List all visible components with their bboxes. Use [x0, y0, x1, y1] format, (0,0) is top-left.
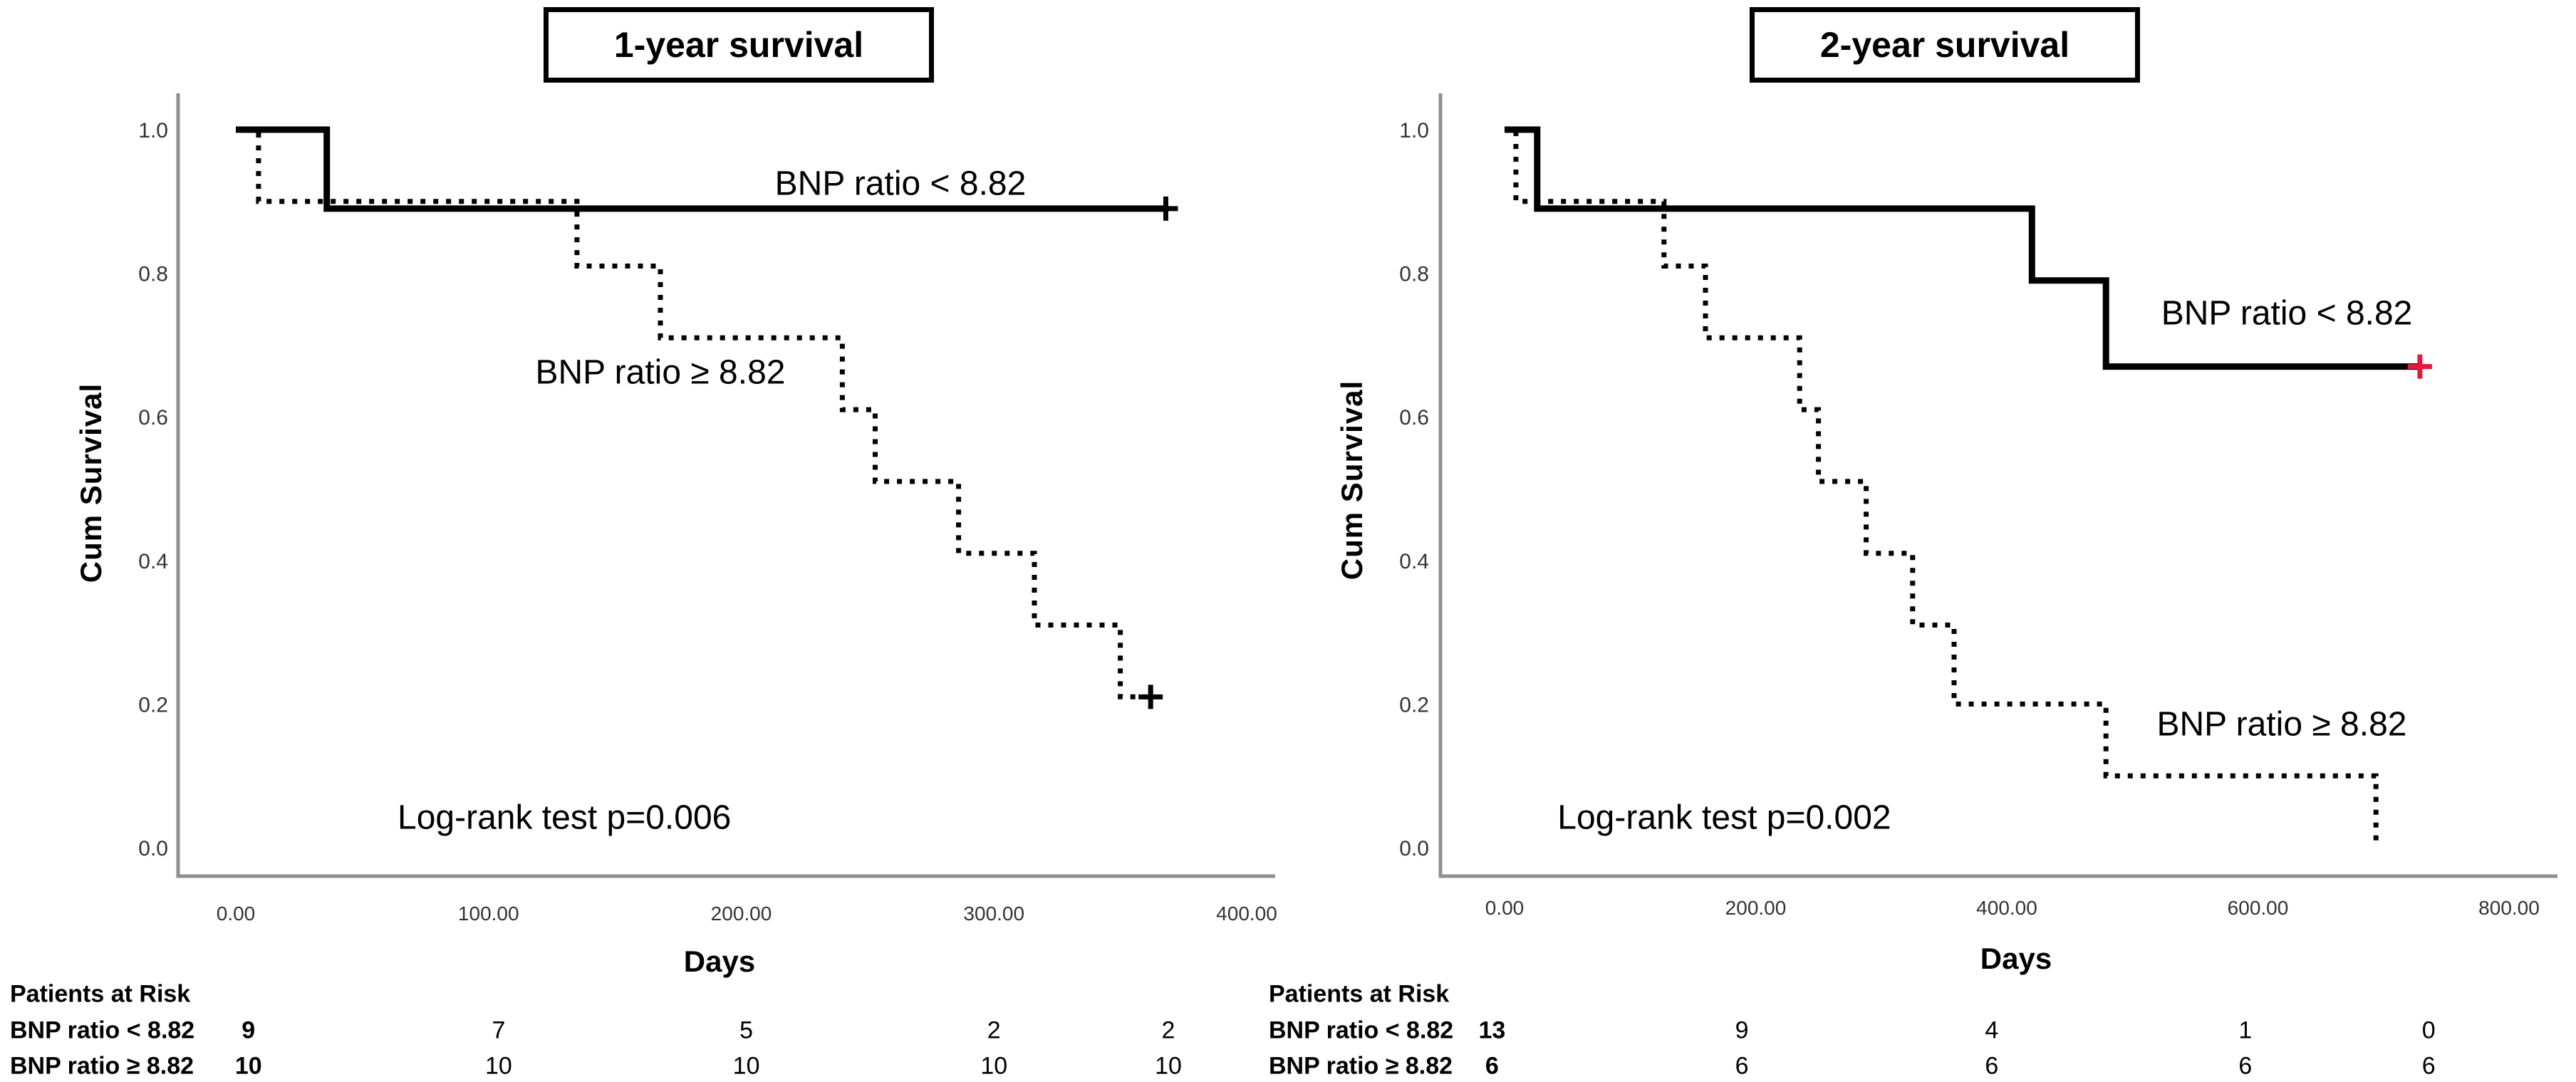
- x-tick-label: 600.00: [2228, 897, 2289, 919]
- at-risk-count: 6: [2238, 1052, 2253, 1080]
- chart2-at-risk-header: Patients at Risk: [1269, 980, 1450, 1008]
- x-tick-label: 400.00: [1976, 897, 2037, 919]
- chart1-series-label-above-cutoff: BNP ratio ≥ 8.82: [535, 353, 786, 392]
- chart2-logrank-annotation: Log-rank test p=0.002: [1557, 799, 1891, 837]
- at-risk-count: 0: [2421, 1016, 2436, 1044]
- chart2-series-label-above-cutoff: BNP ratio ≥ 8.82: [2156, 705, 2407, 744]
- at-risk-count: 13: [1478, 1016, 1506, 1044]
- y-tick-label: 0.4: [138, 550, 168, 573]
- at-risk-count: 2: [987, 1016, 1001, 1044]
- chart1-y-axis-title: Cum Survival: [74, 383, 108, 583]
- y-tick-label: 0.0: [1399, 837, 1429, 860]
- at-risk-count: 4: [1985, 1016, 1999, 1044]
- at-risk-count: 7: [492, 1016, 506, 1044]
- y-tick-label: 0.0: [138, 837, 168, 860]
- chart1-axes: [176, 93, 1275, 878]
- chart1-at-risk-header: Patients at Risk: [10, 980, 191, 1008]
- x-tick-label: 400.00: [1216, 902, 1277, 925]
- y-tick-label: 0.6: [1399, 406, 1429, 430]
- y-tick-label: 0.4: [1399, 550, 1429, 573]
- chart1-at-risk-row2-label: BNP ratio ≥ 8.82: [10, 1052, 194, 1080]
- censor-mark: [1153, 196, 1178, 221]
- at-risk-count: 1: [2238, 1016, 2253, 1044]
- y-tick-label: 1.0: [1399, 119, 1429, 142]
- at-risk-count: 6: [1485, 1052, 1499, 1080]
- survival-curve-solid: [236, 126, 1166, 212]
- chart2-title-box: 2-year survival: [1750, 7, 2140, 83]
- censor-mark: [1138, 685, 1163, 709]
- at-risk-count: 2: [1161, 1016, 1175, 1044]
- at-risk-count: 10: [980, 1052, 1008, 1080]
- chart2-y-axis-title: Cum Survival: [1335, 380, 1368, 581]
- y-tick-label: 0.6: [138, 406, 168, 430]
- x-tick-label: 800.00: [2478, 897, 2540, 919]
- chart2-at-risk-row2-label: BNP ratio ≥ 8.82: [1269, 1052, 1453, 1080]
- x-tick-label: 300.00: [963, 902, 1024, 925]
- y-tick-label: 1.0: [138, 119, 168, 142]
- chart2-series-label-below-cutoff: BNP ratio < 8.82: [2161, 294, 2413, 333]
- at-risk-count: 10: [485, 1052, 512, 1080]
- at-risk-count: 5: [739, 1016, 754, 1044]
- chart1-x-axis-title: Days: [683, 945, 756, 978]
- at-risk-count: 9: [242, 1016, 256, 1044]
- chart2-axes: [1438, 93, 2557, 878]
- at-risk-count: 10: [1155, 1052, 1182, 1080]
- chart1-title: 1-year survival: [613, 25, 864, 65]
- chart2-at-risk-row1-label: BNP ratio < 8.82: [1269, 1016, 1454, 1044]
- at-risk-count: 10: [234, 1052, 262, 1080]
- x-tick-label: 200.00: [1725, 897, 1787, 919]
- survival-curve-dotted: [236, 127, 1146, 699]
- at-risk-count: 6: [1735, 1052, 1749, 1080]
- x-tick-label: 0.00: [1485, 897, 1525, 919]
- x-tick-label: 200.00: [711, 902, 772, 925]
- chart1-series-label-below-cutoff: BNP ratio < 8.82: [774, 165, 1027, 203]
- y-tick-label: 0.2: [138, 693, 168, 717]
- at-risk-count: 6: [1985, 1052, 1999, 1080]
- at-risk-count: 6: [2421, 1052, 2436, 1080]
- y-tick-label: 0.2: [1399, 693, 1429, 717]
- at-risk-count: 10: [732, 1052, 760, 1080]
- chart2-x-axis-title: Days: [1980, 942, 2052, 975]
- survival-curve-solid: [1505, 126, 2420, 370]
- chart2-title: 2-year survival: [1819, 25, 2070, 65]
- at-risk-count: 9: [1735, 1016, 1749, 1044]
- y-tick-label: 0.8: [138, 263, 168, 286]
- x-tick-label: 0.00: [217, 902, 256, 925]
- y-tick-label: 0.8: [1399, 263, 1429, 286]
- censor-mark: [2407, 354, 2432, 379]
- chart1-logrank-annotation: Log-rank test p=0.006: [398, 799, 732, 837]
- chart1-title-box: 1-year survival: [544, 7, 934, 83]
- x-tick-label: 100.00: [458, 902, 519, 925]
- chart1-at-risk-row1-label: BNP ratio < 8.82: [10, 1016, 195, 1044]
